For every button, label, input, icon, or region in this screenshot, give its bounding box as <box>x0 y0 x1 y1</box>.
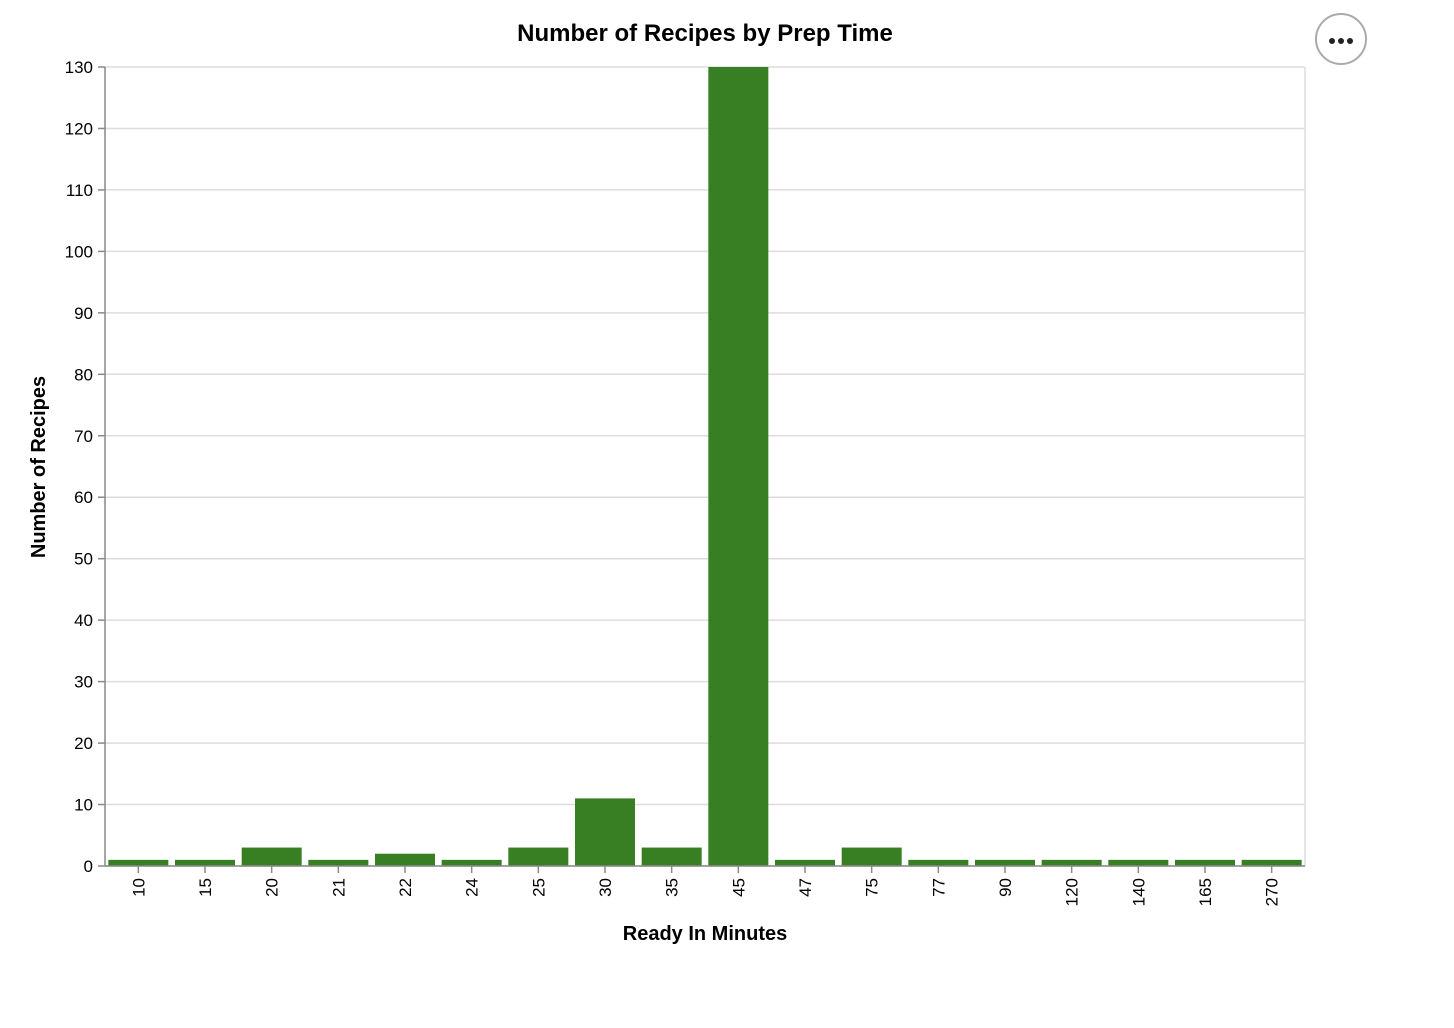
y-axis-title: Number of Recipes <box>28 376 50 558</box>
x-tick-label: 25 <box>529 878 548 897</box>
y-tick-label: 20 <box>74 734 93 753</box>
x-tick-label: 24 <box>463 878 482 897</box>
bar-140 <box>1108 859 1169 866</box>
y-tick-label: 10 <box>74 796 93 815</box>
x-tick-label: 35 <box>663 878 682 897</box>
x-tick-label: 90 <box>996 878 1015 897</box>
x-tick-label: 45 <box>729 878 748 897</box>
x-tick-label: 270 <box>1263 878 1282 906</box>
x-tick-label: 140 <box>1129 878 1148 906</box>
x-tick-label: 75 <box>863 878 882 897</box>
x-tick-label: 15 <box>196 878 215 897</box>
bar-30 <box>575 798 635 866</box>
grid-lines <box>105 66 1306 867</box>
y-tick-label: 80 <box>74 365 93 384</box>
bar-25 <box>508 847 569 866</box>
y-tick-label: 100 <box>65 242 93 261</box>
y-tick-label: 70 <box>74 427 93 446</box>
x-tick-label: 22 <box>396 878 415 897</box>
x-axis-title: Ready In Minutes <box>623 923 787 945</box>
y-tick-label: 50 <box>74 550 93 569</box>
x-tick-label: 30 <box>596 878 615 897</box>
bar-21 <box>308 859 369 866</box>
more-horizontal-icon <box>1329 38 1335 44</box>
bar-165 <box>1175 859 1235 866</box>
bar-22 <box>375 853 435 866</box>
chart-title: Number of Recipes by Prep Time <box>517 20 893 47</box>
y-tick-label: 40 <box>74 611 93 630</box>
x-tick-label: 10 <box>129 878 148 897</box>
x-tick-label: 77 <box>929 878 948 897</box>
x-tick-label: 120 <box>1063 878 1082 906</box>
bar-15 <box>175 859 235 866</box>
axes: 0 10 20 30 40 50 60 70 80 90 100 110 120 130 10 15 20 21 2… <box>65 58 1305 906</box>
bar-75 <box>841 847 902 866</box>
y-tick-label: 60 <box>74 488 93 507</box>
y-tick-label: 130 <box>65 58 93 77</box>
y-tick-label: 0 <box>84 857 93 876</box>
more-horizontal-icon-dot <box>1338 38 1344 44</box>
x-tick-label: 47 <box>796 878 815 897</box>
more-options-button[interactable] <box>1315 13 1367 65</box>
y-tick-label: 30 <box>74 673 93 692</box>
bar-35 <box>641 847 702 866</box>
bars <box>108 67 1302 866</box>
bar-270 <box>1241 859 1302 866</box>
more-horizontal-icon-dot <box>1347 38 1353 44</box>
x-tick-label: 165 <box>1196 878 1215 906</box>
bar-10 <box>108 859 169 866</box>
y-tick-label: 90 <box>74 304 93 323</box>
y-tick-label: 110 <box>66 181 93 200</box>
bar-45 <box>708 67 769 866</box>
bar-120 <box>1041 859 1102 866</box>
x-tick-label: 20 <box>263 878 282 897</box>
bar-90 <box>975 859 1035 866</box>
bar-24 <box>441 859 502 866</box>
x-tick-label: 21 <box>329 878 348 897</box>
bar-20 <box>241 847 302 866</box>
y-tick-label: 120 <box>65 119 93 138</box>
bar-47 <box>775 859 835 866</box>
bar-77 <box>908 859 969 866</box>
